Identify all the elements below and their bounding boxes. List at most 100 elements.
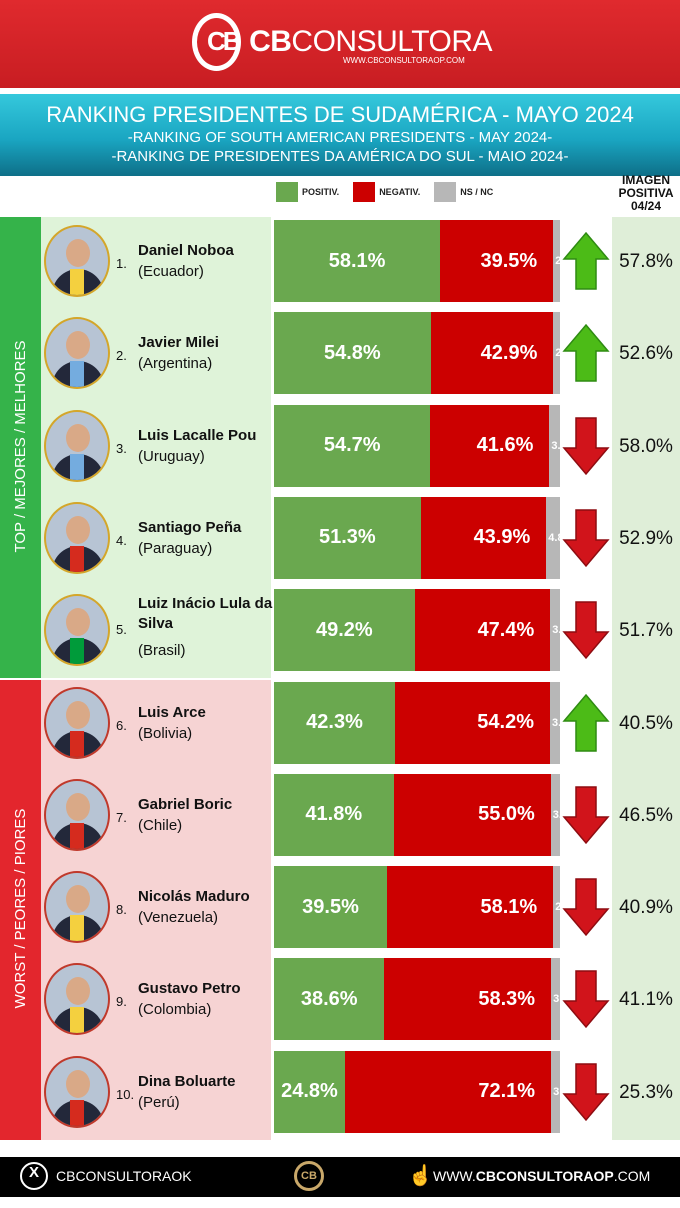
avatar-sash <box>70 1007 84 1034</box>
bar-ns: 3.4 <box>550 589 560 672</box>
president-country: (Uruguay) <box>138 447 205 465</box>
avatar-head <box>66 239 90 267</box>
imagen-positiva-value: 40.9% <box>619 897 673 919</box>
avatar-head <box>66 977 90 1006</box>
bar-ns: 3.5 <box>550 681 560 764</box>
bar-positive: 38.6% <box>274 958 385 1041</box>
president-avatar <box>44 1055 110 1128</box>
rank-number: 5. <box>116 622 127 638</box>
president-name: Gustavo Petro <box>138 980 241 998</box>
arrow-down-icon <box>562 416 610 475</box>
side-band-top: TOP / MEJORES / MELHORES <box>0 217 41 678</box>
arrow-up-icon <box>562 231 610 290</box>
rank-number: 7. <box>116 809 127 825</box>
stacked-bar: 39.5%58.1%2.4 <box>274 866 561 949</box>
president-country: (Paraguay) <box>138 539 213 557</box>
avatar-head <box>66 700 90 729</box>
avatar-head <box>66 423 90 452</box>
avatar-sash <box>70 453 84 480</box>
bar-positive: 51.3% <box>274 496 421 579</box>
avatar-head <box>66 1069 90 1098</box>
bar-ns: 3.1 <box>551 958 560 1041</box>
avatar-sash <box>70 730 84 757</box>
legend-negative: NEGATIV. <box>353 182 420 202</box>
arrow-down-icon <box>562 1062 610 1121</box>
title-portuguese: -RANKING DE PRESIDENTES DA AMÉRICA DO SU… <box>111 148 569 165</box>
bar-ns: 3.2 <box>550 773 560 856</box>
logo-mark-icon: CB <box>192 13 242 71</box>
bar-negative: 42.9% <box>430 312 554 395</box>
president-country: (Chile) <box>138 816 183 834</box>
avatar-sash <box>70 545 84 572</box>
bar-ns: 2.3 <box>553 312 560 395</box>
brand-url[interactable]: WWW.CBCONSULTORAOP.COM <box>343 56 465 65</box>
bar-ns: 3.7 <box>549 404 560 487</box>
imagen-column-background <box>612 217 680 1140</box>
imagen-positiva-value: 40.5% <box>619 712 673 734</box>
rank-number: 3. <box>116 440 127 456</box>
footer-handle[interactable]: CBCONSULTORAOK <box>56 1168 192 1184</box>
brand-logo: CB CBCONSULTORA <box>192 12 492 72</box>
president-avatar <box>44 317 110 390</box>
ranking-row: 1. Daniel Noboa (Ecuador) 58.1%39.5%2.4 57.8… <box>0 217 680 309</box>
ranking-row: 10.Dina Boluarte (Perú) 24.8%72.1%3.1 25.3% <box>0 1048 680 1140</box>
bar-negative: 58.1% <box>387 866 554 949</box>
arrow-down-icon <box>562 878 610 937</box>
ranking-row: 3. Luis Lacalle Pou (Uruguay) 54.7%41.6%3.7… <box>0 402 680 494</box>
stacked-bar: 54.8%42.9%2.3 <box>274 312 560 395</box>
president-country: (Brasil) <box>138 642 186 660</box>
bar-positive: 54.8% <box>274 312 431 395</box>
avatar-head <box>66 515 90 544</box>
president-name: Gabriel Boric <box>138 795 233 813</box>
avatar-sash <box>70 822 84 849</box>
bar-positive: 42.3% <box>274 681 395 764</box>
president-name: Luis Arce <box>138 703 206 721</box>
bar-ns: 2.4 <box>553 220 561 302</box>
president-avatar <box>44 778 110 851</box>
president-name: Nicolás Maduro <box>138 888 250 906</box>
imagen-positiva-value: 58.0% <box>619 435 673 457</box>
rank-number: 9. <box>116 994 127 1010</box>
bar-negative: 58.3% <box>384 958 552 1041</box>
rank-number: 8. <box>116 902 127 918</box>
imagen-positiva-value: 46.5% <box>619 804 673 826</box>
president-country: (Ecuador) <box>138 263 204 280</box>
footer-logo-icon: CB <box>294 1161 324 1191</box>
bar-ns: 2.4 <box>553 866 561 949</box>
legend-swatch-ns <box>434 182 457 202</box>
bar-positive: 39.5% <box>274 866 387 949</box>
president-country: (Venezuela) <box>138 909 219 927</box>
avatar-sash <box>70 1099 84 1126</box>
bar-negative: 41.6% <box>430 404 550 487</box>
president-country: (Colombia) <box>138 1001 212 1019</box>
stacked-bar: 54.7%41.6%3.7 <box>274 404 560 487</box>
side-band-bottom: WORST / PEORES / PIORES <box>0 680 41 1140</box>
arrow-up-icon <box>562 693 610 752</box>
avatar-head <box>66 608 90 637</box>
legend-ns: NS / NC <box>434 182 493 202</box>
president-avatar <box>44 686 110 759</box>
avatar-sash <box>70 915 84 942</box>
ranking-row: 6. Luis Arce (Bolivia) 42.3%54.2%3.5 40.5% <box>0 679 680 771</box>
imagen-positiva-header: IMAGEN POSITIVA 04/24 <box>618 173 674 213</box>
rank-number: 4. <box>116 532 127 548</box>
rank-number: 10. <box>116 1086 135 1102</box>
ranking-row: 4. Santiago Peña (Paraguay) 51.3%43.9%4.8 52… <box>0 494 680 586</box>
brand-name: CBCONSULTORA <box>249 25 492 58</box>
ranking-row: 2. Javier Milei (Argentina) 54.8%42.9%2.3 52… <box>0 309 680 401</box>
bar-ns: 4.8 <box>546 496 560 579</box>
president-name: Daniel Noboa <box>138 242 234 259</box>
bar-negative: 43.9% <box>420 496 547 579</box>
x-social-icon[interactable]: X <box>20 1162 48 1190</box>
president-name: Dina Boluarte <box>138 1072 236 1090</box>
president-country: (Argentina) <box>138 355 213 373</box>
president-avatar <box>44 501 110 574</box>
imagen-positiva-value: 41.1% <box>619 989 673 1011</box>
president-name: Luiz Inácio Lula da Silva <box>138 595 273 633</box>
president-avatar <box>44 594 110 667</box>
stacked-bar: 58.1%39.5%2.4 <box>274 220 561 302</box>
stacked-bar: 41.8%55.0%3.2 <box>274 773 560 856</box>
imagen-positiva-value: 52.6% <box>619 343 673 365</box>
footer-url[interactable]: WWW.CBCONSULTORAOP.COM <box>433 1168 651 1184</box>
header-banner: CB CBCONSULTORA WWW.CBCONSULTORAOP.COM <box>0 0 680 88</box>
